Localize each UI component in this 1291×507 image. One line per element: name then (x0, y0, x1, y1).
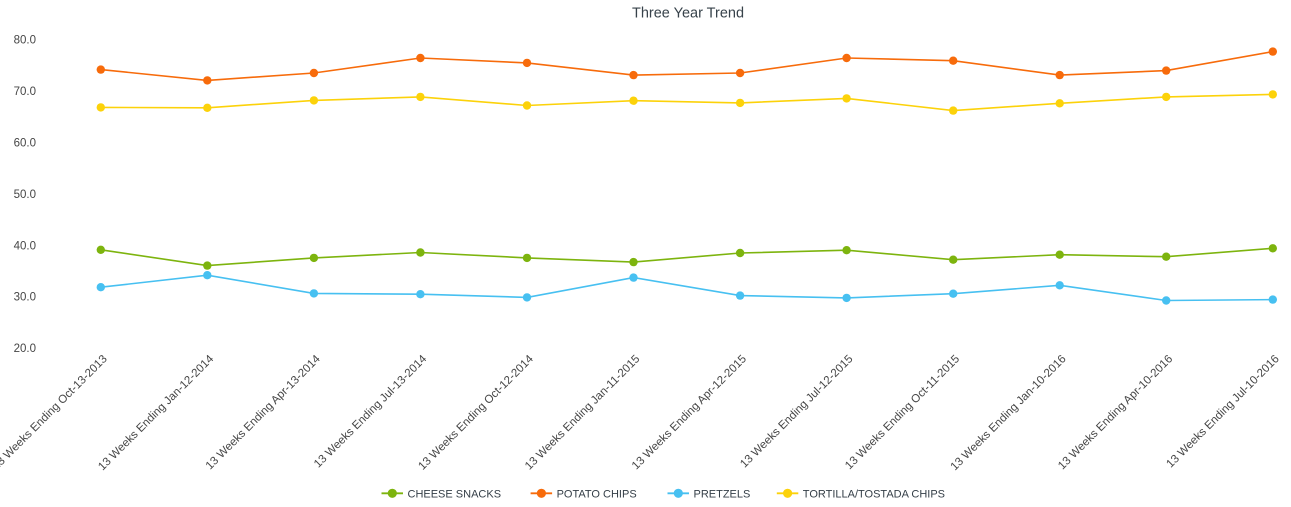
svg-text:POTATO CHIPS: POTATO CHIPS (557, 488, 637, 500)
svg-text:PRETZELS: PRETZELS (694, 488, 751, 500)
svg-text:70.0: 70.0 (14, 86, 36, 98)
svg-text:40.0: 40.0 (14, 240, 36, 252)
svg-text:50.0: 50.0 (14, 189, 36, 201)
svg-text:CHEESE SNACKS: CHEESE SNACKS (408, 488, 502, 500)
svg-text:Three Year Trend: Three Year Trend (632, 6, 744, 22)
svg-text:30.0: 30.0 (14, 292, 36, 304)
svg-text:TORTILLA/TOSTADA CHIPS: TORTILLA/TOSTADA CHIPS (803, 488, 945, 500)
svg-text:60.0: 60.0 (14, 137, 36, 149)
svg-text:80.0: 80.0 (14, 35, 36, 47)
svg-text:20.0: 20.0 (14, 343, 36, 355)
